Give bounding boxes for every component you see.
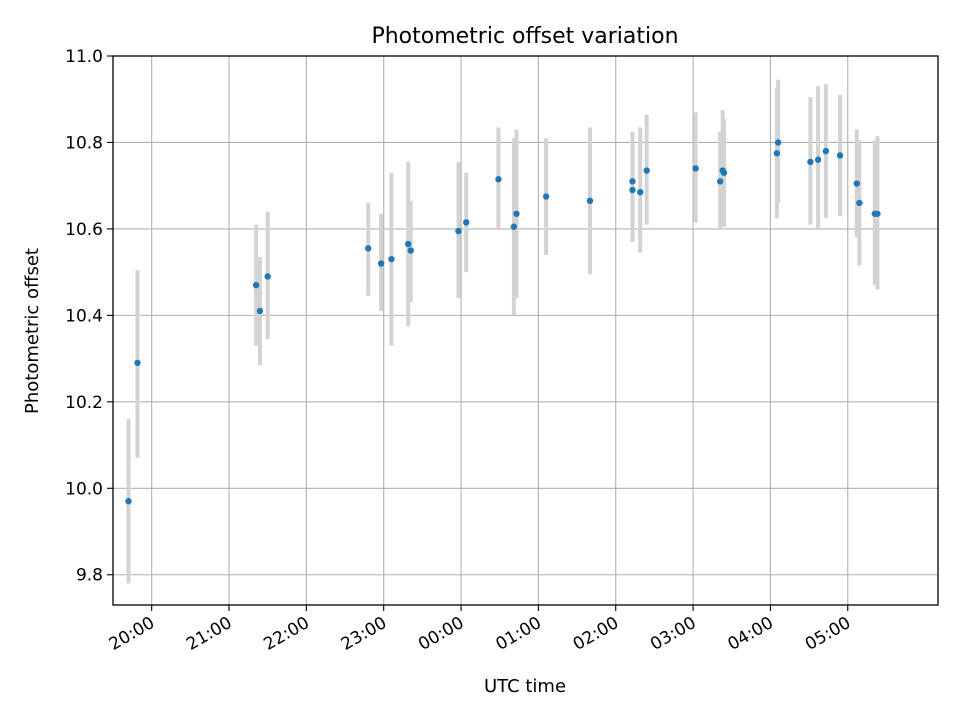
y-axis: 9.8 10.0 10.2 10.4 10.6 10.8 11.0	[65, 47, 113, 586]
data-point	[495, 176, 502, 183]
data-point	[252, 281, 260, 289]
y-tick-label: 9.8	[76, 566, 103, 586]
data-point	[125, 498, 132, 505]
y-tick-label: 10.0	[65, 479, 103, 499]
data-point	[874, 210, 881, 217]
data-point	[542, 193, 550, 200]
data-point	[455, 227, 462, 235]
data-point	[692, 165, 699, 172]
points	[125, 139, 881, 505]
y-tick-label: 10.4	[65, 306, 103, 326]
chart-title: Photometric offset variation	[371, 24, 678, 49]
data-point	[637, 188, 644, 196]
data-point	[856, 199, 863, 207]
data-point	[388, 255, 395, 263]
data-point	[643, 167, 650, 174]
data-point	[513, 210, 520, 217]
data-point	[256, 307, 264, 315]
x-axis-title: UTC time	[484, 676, 566, 697]
data-point	[407, 247, 414, 254]
y-tick-label: 11.0	[65, 47, 103, 67]
data-point	[463, 219, 470, 226]
data-point	[822, 147, 830, 155]
data-point	[853, 180, 860, 187]
data-point	[807, 158, 814, 166]
data-point	[365, 245, 372, 252]
data-point	[720, 169, 728, 176]
data-point	[264, 273, 271, 280]
plot-frame	[112, 55, 939, 606]
data-point	[510, 223, 518, 230]
y-tick-label: 10.6	[65, 220, 103, 240]
data-point	[629, 186, 636, 194]
data-point	[814, 156, 822, 163]
data-point	[836, 152, 844, 159]
data-point	[586, 197, 594, 205]
data-point	[134, 359, 141, 367]
data-point	[716, 178, 724, 185]
y-axis-title: Photometric offset	[22, 248, 43, 414]
data-point	[404, 240, 412, 248]
data-point	[629, 178, 636, 185]
y-tick-label: 10.8	[65, 133, 103, 153]
data-point	[774, 139, 782, 146]
y-tick-label: 10.2	[65, 393, 103, 413]
data-point	[377, 260, 385, 267]
data-point	[773, 150, 781, 157]
